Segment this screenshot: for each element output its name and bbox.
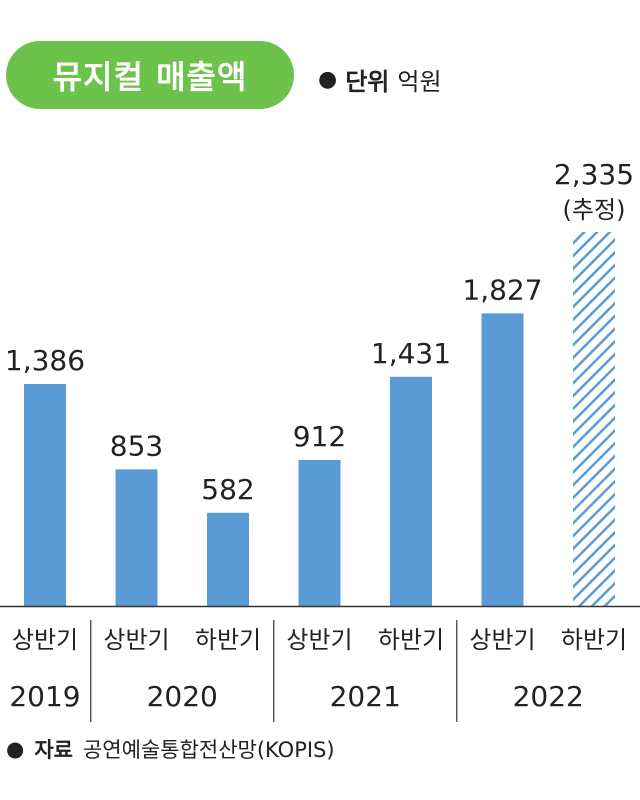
unit-value: 억원 <box>397 68 442 96</box>
source-note: ● 자료 공연예술통합전산망(KOPIS) <box>6 734 335 764</box>
bar-2 <box>207 512 249 606</box>
source-value: 공연예술통합전산망(KOPIS) <box>82 738 335 762</box>
category-label-4: 하반기 <box>378 626 444 654</box>
year-label-2021: 2021 <box>330 680 401 713</box>
category-label-5: 상반기 <box>469 626 535 654</box>
bar-4 <box>390 376 432 606</box>
bar-1 <box>115 469 158 606</box>
category-label-1: 상반기 <box>103 626 169 654</box>
value-label-1: 853 <box>110 429 163 462</box>
chart-title: 뮤지컬 매출액 <box>6 41 294 109</box>
value-label-2: 582 <box>201 473 254 506</box>
value-label-3: 912 <box>293 420 346 453</box>
year-label-2019: 2019 <box>9 680 80 713</box>
unit-bullet: ● <box>318 67 338 92</box>
year-label-2022: 2022 <box>513 680 584 713</box>
category-label-6: 하반기 <box>561 626 627 654</box>
value-label-4: 1,431 <box>371 337 451 370</box>
unit-label: 단위 <box>345 68 390 96</box>
value-label-6: 2,335 <box>554 158 634 191</box>
source-bullet: ● <box>6 737 25 761</box>
value-label-5: 1,827 <box>462 273 542 306</box>
category-label-2: 하반기 <box>195 626 261 654</box>
category-label-0: 상반기 <box>12 626 78 654</box>
category-label-3: 상반기 <box>286 626 352 654</box>
bar-3 <box>298 459 341 606</box>
value-label-0: 1,386 <box>5 344 85 377</box>
bar-5 <box>481 313 524 606</box>
estimate-note: (추정) <box>563 196 626 224</box>
source-label: 자료 <box>34 738 73 762</box>
year-label-2020: 2020 <box>147 680 218 713</box>
bar-6 <box>573 232 615 606</box>
unit-note: ● 단위 억원 <box>318 62 442 97</box>
bar-0 <box>24 384 66 606</box>
